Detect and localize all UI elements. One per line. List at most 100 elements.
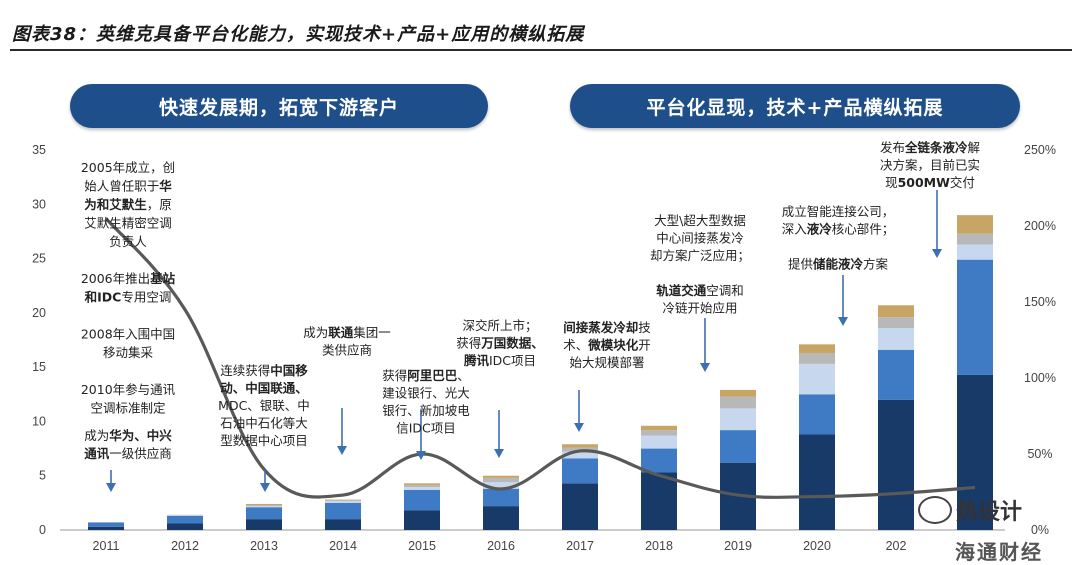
bar-segment [167, 515, 203, 524]
annotation-arrow [700, 318, 710, 372]
bar-segment [562, 451, 598, 459]
annotation-block: 成立智能连接公司， 深入液冷核心部件； 提供储能液冷方案 [782, 204, 895, 272]
annotation-text: 2005年成立，创 [81, 160, 175, 175]
annotation-text: 2008年入围中国 [81, 327, 175, 342]
bar-segment [88, 522, 124, 527]
bar-segment [799, 394, 835, 435]
bar-segment [957, 215, 993, 234]
annotation-text: 获得 [382, 368, 407, 383]
annotation-line: 轨道交通空调和 [656, 283, 744, 298]
annotation-text: 基站 [149, 271, 176, 286]
x-tick-label: 2016 [487, 539, 515, 553]
annotation-text: 联通 [328, 325, 354, 340]
bar-segment [483, 488, 519, 507]
annotation-text: 提供 [788, 257, 813, 272]
bar-segment [641, 472, 677, 530]
annotation-line: 现500MW交付 [885, 175, 975, 190]
bar-segment [167, 523, 203, 530]
bar-segment [88, 526, 124, 530]
banner-left: 快速发展期，拓宽下游客户 [70, 84, 488, 128]
bar-segment [957, 259, 993, 375]
annotation-line: 决方案，目前已实 [880, 158, 980, 173]
bar-segment [957, 374, 993, 530]
annotation-arrow [416, 410, 426, 460]
bar-segment [483, 482, 519, 489]
bar-segment [325, 499, 361, 501]
annotation-line: 大型\超大型数据 [654, 213, 746, 228]
annotation-line: 获得万国数据、 [456, 336, 544, 351]
annotation-text: 技 [638, 320, 651, 335]
annotation-text: 大型\超大型数据 [654, 213, 746, 228]
bar-segment [799, 363, 835, 395]
wechat-icon [918, 496, 952, 524]
bar-segment [799, 434, 835, 530]
annotation-line: 信IDC项目 [396, 421, 456, 436]
annotation-line: 中心间接蒸发冷 [656, 231, 744, 246]
y-right-tick-label: 200% [1024, 219, 1056, 233]
bar-segment [246, 506, 282, 508]
title-divider [10, 49, 1072, 51]
x-tick-label: 2011 [93, 539, 120, 553]
bar-segment [878, 305, 914, 318]
annotation-line: 成为联通集团一 [303, 325, 391, 340]
annotation-line: 深入液冷核心部件； [782, 222, 895, 237]
bar-segment [325, 501, 361, 503]
x-tick-label: 2015 [408, 539, 436, 553]
bar-segment [641, 430, 677, 436]
bar-segment [878, 349, 914, 400]
bar-segment [404, 484, 440, 488]
bar-segment [878, 399, 914, 530]
annotation-line: 发布全链条液冷解 [880, 140, 980, 155]
annotation-line: 2010年参与通讯 [81, 382, 176, 397]
annotation-text: 负责人 [109, 234, 147, 249]
annotation-arrow [838, 275, 848, 326]
x-tick-label: 2014 [329, 539, 357, 553]
annotation-arrow [574, 390, 584, 432]
annotation-line: 冷链开始应用 [662, 301, 737, 316]
annotation-text: 型数据中心项目 [220, 433, 308, 448]
y-left-tick-label: 35 [32, 143, 46, 157]
annotation-text: 液冷 [807, 222, 833, 237]
annotation-text: 阿里巴巴 [407, 368, 458, 383]
x-tick-label: 2013 [250, 539, 278, 553]
annotation-line: 提供储能液冷方案 [788, 257, 889, 272]
annotation-text: 华为、中兴 [109, 428, 172, 443]
annotation-text: 万国数据、 [480, 336, 544, 351]
annotation-text: 连续获得 [220, 363, 270, 378]
annotation-line: 移动集采 [103, 345, 154, 360]
annotation-text: 开 [638, 338, 651, 353]
annotation-text: 获得 [456, 336, 481, 351]
annotation-text: 成为 [303, 325, 328, 340]
annotation-line: 银行、新加坡电 [382, 403, 470, 418]
bar-segment [483, 506, 519, 530]
annotation-text: 500MW [898, 175, 951, 190]
annotation-line: 术、微模块化开 [563, 338, 651, 353]
annotation-line: 通讯一级供应商 [84, 446, 172, 461]
annotation-line: 动、中国联通、 [220, 381, 308, 396]
annotation-text: 方案 [863, 257, 889, 272]
annotation-text: 通讯 [84, 446, 110, 461]
bar-segment [720, 389, 756, 397]
bar-segment [167, 514, 203, 516]
bar-segment [720, 430, 756, 463]
annotation-text: MDC、银联、中 [218, 398, 310, 413]
annotation-line: 空调标准制定 [90, 401, 165, 416]
y-right-tick-label: 0% [1031, 523, 1049, 537]
annotation-arrow [337, 408, 347, 455]
annotation-text: 腾讯 [463, 353, 490, 368]
annotation-line: 却方案广泛应用； [650, 248, 750, 263]
y-right-tick-label: 150% [1024, 295, 1056, 309]
annotation-arrow [106, 470, 116, 492]
annotation-block: 深交所上市； 获得万国数据、腾讯IDC项目 [456, 318, 544, 368]
annotation-line: 建设银行、光大 [382, 386, 470, 401]
chart-title: 图表38：英维克具备平台化能力，实现技术+产品+应用的横纵拓展 [12, 24, 585, 45]
bar-segment [246, 519, 282, 530]
bar-segment [562, 444, 598, 448]
y-left-tick-label: 0 [39, 523, 46, 537]
annotation-line: 石油中石化等大 [220, 416, 308, 431]
y-right-tick-label: 50% [1027, 447, 1052, 461]
bar-segment [404, 487, 440, 490]
bar-segment [720, 408, 756, 431]
